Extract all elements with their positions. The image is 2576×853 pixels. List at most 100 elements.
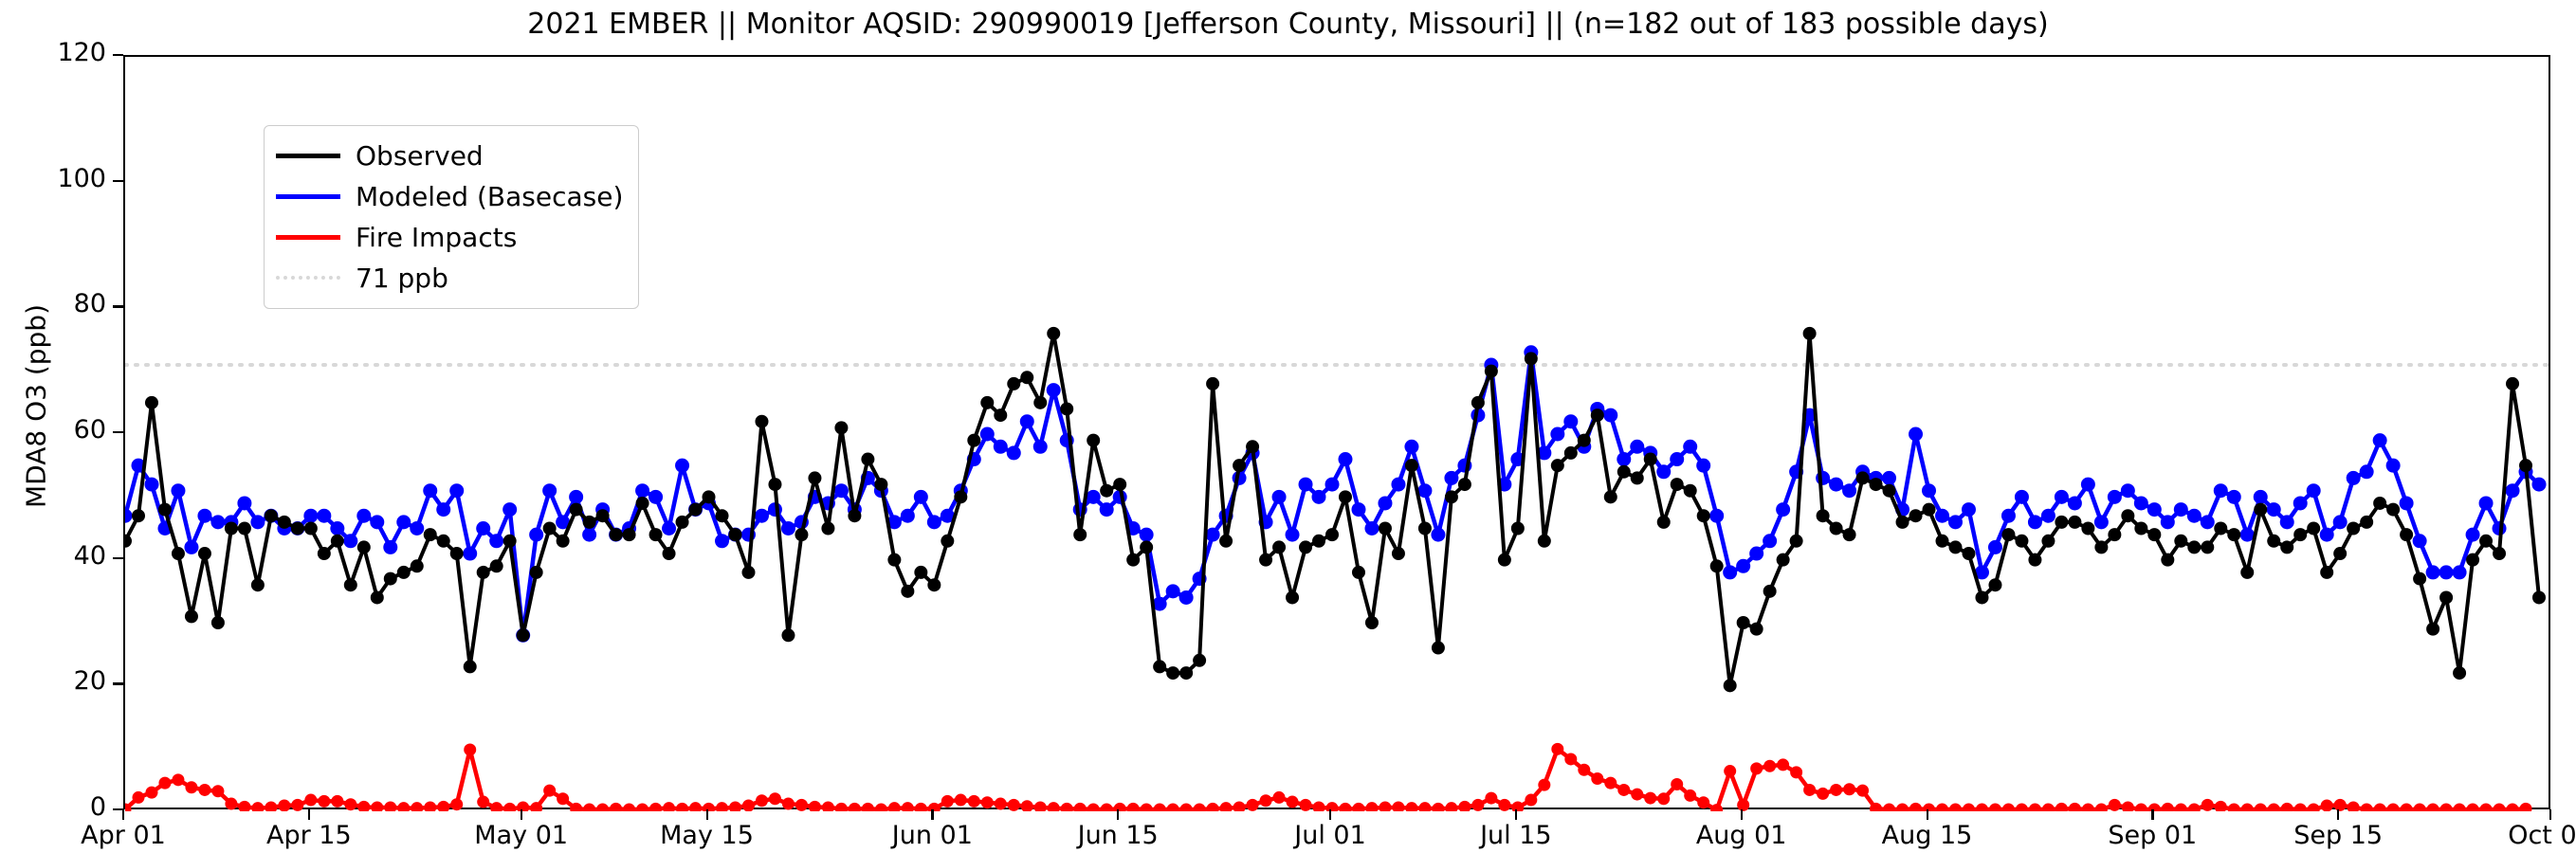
- data-point: [2505, 483, 2520, 499]
- data-point: [1325, 477, 1340, 492]
- data-point: [2253, 489, 2268, 504]
- observed-markers: [125, 326, 2547, 693]
- data-point: [449, 547, 464, 561]
- data-point: [125, 508, 133, 523]
- data-point: [663, 802, 676, 811]
- data-point: [1909, 802, 1923, 811]
- data-point: [184, 539, 199, 554]
- data-point: [502, 534, 517, 548]
- data-point: [1644, 791, 1657, 805]
- data-point: [2519, 459, 2533, 473]
- data-point: [1830, 783, 1843, 796]
- data-point: [383, 572, 397, 586]
- data-point: [2360, 803, 2373, 811]
- data-point: [1603, 490, 1617, 504]
- data-point: [861, 452, 875, 466]
- data-point: [1006, 445, 1021, 461]
- data-point: [330, 521, 345, 535]
- data-point: [318, 794, 331, 808]
- data-point: [1922, 483, 1937, 499]
- data-point: [1445, 802, 1458, 811]
- data-point: [1007, 376, 1021, 390]
- data-point: [2319, 527, 2334, 542]
- x-tick-label: May 01: [474, 821, 569, 850]
- data-point: [2466, 803, 2479, 811]
- data-point: [224, 521, 238, 535]
- data-point: [1577, 433, 1591, 447]
- data-point: [1947, 515, 1963, 530]
- data-point: [1750, 762, 1763, 775]
- data-point: [1749, 622, 1763, 636]
- data-point: [1405, 802, 1418, 811]
- data-point: [954, 490, 968, 504]
- data-point: [1842, 483, 1857, 499]
- data-point: [1484, 364, 1498, 378]
- data-point: [131, 509, 145, 523]
- data-point: [649, 528, 663, 542]
- data-point: [2465, 527, 2480, 542]
- data-point: [1829, 477, 1844, 492]
- data-point: [1233, 459, 1247, 473]
- data-point: [1339, 802, 1352, 811]
- x-tick-label: Apr 01: [81, 821, 166, 850]
- data-point: [1961, 502, 1976, 517]
- y-tick-mark: [113, 179, 123, 182]
- data-point: [1643, 452, 1657, 466]
- data-point: [1578, 763, 1591, 776]
- data-point: [171, 483, 186, 499]
- data-point: [2108, 798, 2121, 811]
- data-point: [741, 799, 755, 811]
- data-point: [676, 802, 689, 811]
- data-point: [371, 801, 384, 811]
- data-point: [1087, 433, 1101, 447]
- data-point: [1099, 502, 1114, 517]
- data-point: [1882, 470, 1897, 485]
- legend-swatch-modeled: [276, 187, 340, 208]
- data-point: [424, 801, 437, 811]
- data-point: [2399, 496, 2414, 511]
- y-tick-label: 120: [57, 38, 106, 67]
- data-point: [1510, 521, 1525, 535]
- data-point: [1936, 803, 1948, 811]
- data-point: [610, 802, 623, 811]
- data-point: [1803, 783, 1817, 796]
- data-point: [2173, 502, 2188, 517]
- data-point: [2001, 803, 2015, 811]
- data-point: [688, 502, 703, 517]
- data-point: [557, 792, 570, 806]
- data-point: [1988, 803, 2001, 811]
- data-point: [343, 534, 358, 549]
- data-point: [331, 794, 344, 808]
- data-point: [1551, 742, 1564, 755]
- data-point: [2320, 799, 2333, 811]
- data-point: [2439, 565, 2454, 580]
- legend-item-fire-impacts: Fire Impacts: [276, 217, 623, 258]
- data-point: [2001, 528, 2016, 542]
- data-point: [1458, 800, 1471, 811]
- x-tick-mark: [2337, 809, 2340, 820]
- data-point: [1723, 679, 1737, 693]
- data-point: [423, 483, 438, 499]
- data-point: [1113, 478, 1127, 492]
- data-point: [1883, 803, 1896, 811]
- data-point: [595, 509, 610, 523]
- data-point: [2239, 527, 2255, 542]
- y-tick-label: 40: [73, 540, 106, 571]
- data-point: [569, 502, 583, 517]
- data-point: [2307, 521, 2321, 535]
- data-point: [715, 509, 729, 523]
- x-tick-label: Jun 01: [891, 821, 973, 850]
- y-tick-mark: [113, 682, 123, 685]
- fire-impacts-markers: [125, 742, 2532, 811]
- data-point: [1670, 452, 1685, 467]
- data-point: [1205, 527, 1220, 542]
- data-point: [516, 628, 530, 643]
- y-tick-mark: [113, 808, 123, 811]
- x-tick-label: Sep 15: [2293, 821, 2384, 850]
- data-point: [2214, 800, 2227, 811]
- data-point: [1219, 802, 1233, 811]
- y-tick-label: 100: [57, 163, 106, 193]
- data-point: [623, 803, 636, 811]
- data-point: [980, 796, 994, 809]
- data-point: [1392, 801, 1405, 811]
